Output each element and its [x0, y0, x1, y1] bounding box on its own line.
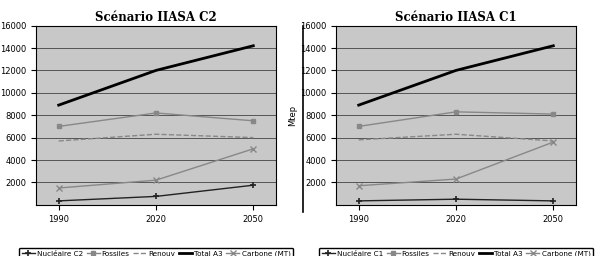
- Legend: Nucléaire C1, Fossiles, Renouv, Total A3, Carbone (MT): Nucléaire C1, Fossiles, Renouv, Total A3…: [319, 248, 593, 256]
- Y-axis label: Mtep: Mtep: [288, 105, 297, 126]
- Title: Scénario IIASA C2: Scénario IIASA C2: [95, 12, 217, 24]
- Legend: Nucléaire C2, Fossiles, Renouv, Total A3, Carbone (MT): Nucléaire C2, Fossiles, Renouv, Total A3…: [19, 248, 293, 256]
- Title: Scénario IIASA C1: Scénario IIASA C1: [395, 12, 517, 24]
